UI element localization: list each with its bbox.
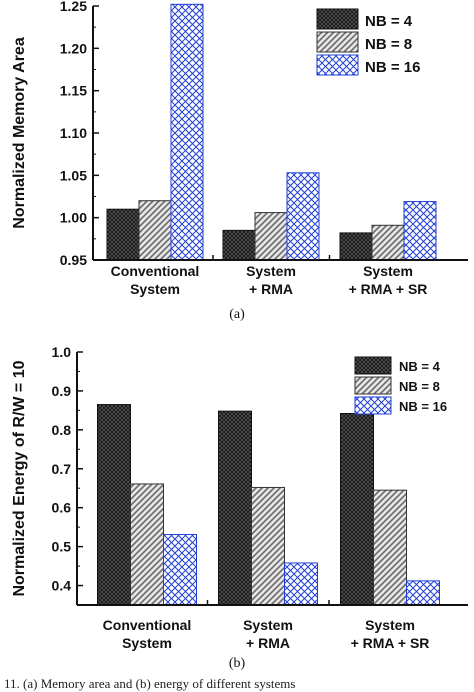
bar-nb4-group2 [218,410,252,606]
figure-caption-fragment: 11. (a) Memory area and (b) energy of di… [4,676,295,691]
bar-nb8-group1 [138,200,172,261]
legend-swatch-nb4 [316,8,359,30]
y-axis-title: Normalized Memory Area [11,37,28,229]
legend-label-nb16: NB = 16 [399,399,447,414]
legend-label-nb8: NB = 8 [399,379,440,394]
bar-nb16-group2 [284,562,318,606]
bar-nb8-group2 [254,212,288,261]
bar-nb8-group3 [373,489,407,606]
chart-memory-area: 0.95 1.00 1.05 1.10 1.15 1.20 1.25 Conventional… [11,0,468,297]
bar-nb8-group3 [371,224,405,261]
x-category-label: System [363,263,413,279]
bar-nb4-group3 [340,412,374,606]
x-category-label: System [243,617,293,633]
y-tick-label: 1.05 [60,167,87,183]
bar-nb4-group3 [339,232,373,261]
y-tick-label: 0.6 [52,500,72,516]
y-tick-label: 1.10 [60,125,87,141]
x-category-label: System [130,281,180,297]
panel-label-b: (b) [229,656,246,671]
bar-nb16-group1 [170,3,204,261]
legend-label-nb4: NB = 4 [365,13,413,30]
y-tick-label: 0.5 [52,539,72,555]
y-tick-label: 0.95 [60,252,87,268]
y-tick-label: 0.9 [52,383,72,399]
y-tick-label: 1.15 [60,83,87,99]
bar-nb16-group1 [163,534,197,606]
y-tick-label: 1.25 [60,0,87,14]
x-category-label: System [365,617,415,633]
x-category-label: System [246,263,296,279]
y-tick-label: 0.4 [52,578,72,594]
panel-label-a: (a) [229,307,245,322]
y-axis-title: Normalized Energy of R/W = 10 [11,360,28,596]
bar-nb16-group3 [403,201,437,261]
x-category-label: + RMA [249,281,293,297]
legend-swatch-nb16 [354,396,392,415]
x-category-label: Conventional [103,617,192,633]
y-tick-label: 1.0 [52,344,72,360]
y-tick-label: 1.00 [60,210,87,226]
bar-nb4-group1 [106,208,140,261]
legend-label-nb4: NB = 4 [399,359,441,374]
x-category-label: + RMA + SR [351,635,430,651]
legend-swatch-nb16 [316,54,359,76]
legend-swatch-nb4 [354,356,392,375]
legend-label-nb8: NB = 8 [365,36,412,53]
bar-nb8-group1 [130,483,164,606]
x-category-label: System [122,635,172,651]
x-category-label: Conventional [111,263,200,279]
bar-nb4-group1 [97,404,131,606]
bar-nb16-group2 [286,172,320,261]
y-tick-label: 0.8 [52,422,72,438]
legend-swatch-nb8 [316,31,359,53]
bar-nb8-group2 [251,486,285,606]
y-tick-label: 0.7 [52,461,72,477]
bar-nb16-group3 [406,580,440,606]
bar-nb4-group2 [222,229,256,261]
legend-label-nb16: NB = 16 [365,59,420,76]
x-category-label: + RMA + SR [349,281,428,297]
x-category-label: + RMA [246,635,290,651]
chart-energy: 0.4 0.5 0.6 0.7 0.8 0.9 1.0 Conventional System S… [11,344,468,651]
legend-swatch-nb8 [354,376,392,395]
y-tick-label: 1.20 [60,40,87,56]
